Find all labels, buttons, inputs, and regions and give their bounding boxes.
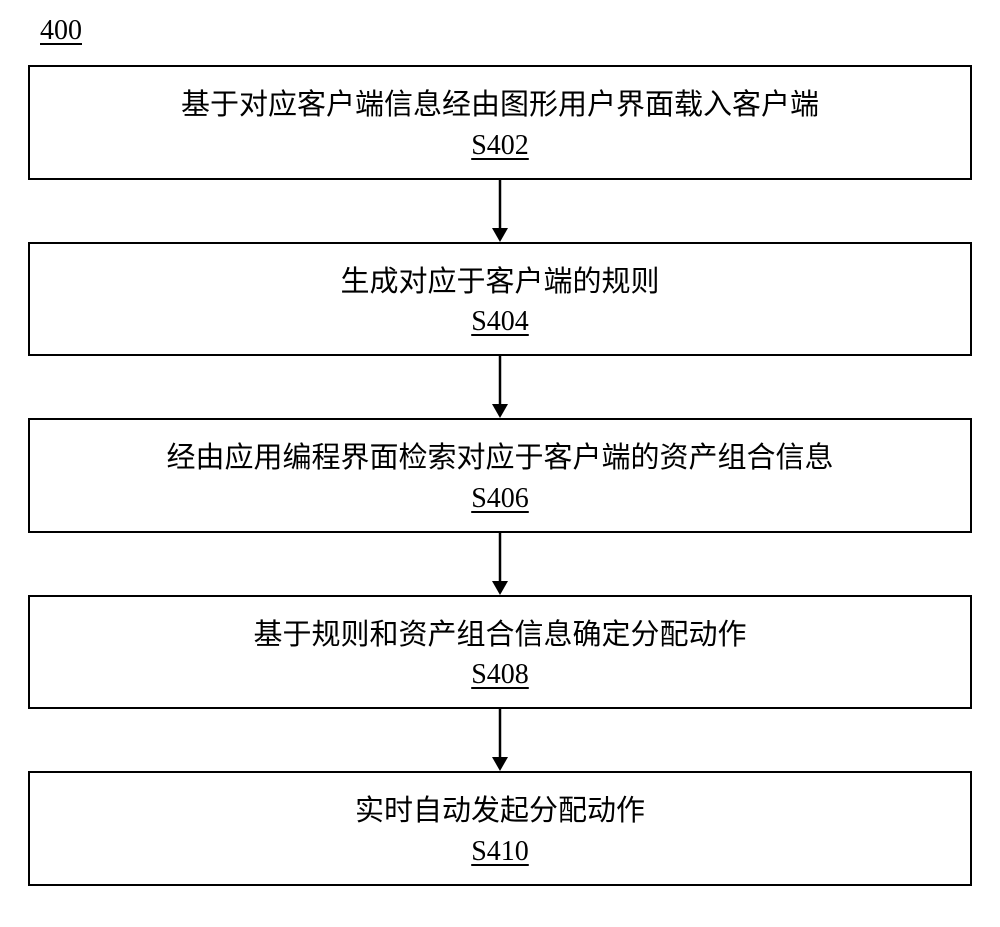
flow-arrow	[28, 709, 972, 771]
flow-step-s408: 基于规则和资产组合信息确定分配动作S408	[28, 595, 972, 710]
flow-step-number: S408	[40, 659, 960, 691]
flow-step-s406: 经由应用编程界面检索对应于客户端的资产组合信息 S406	[28, 418, 972, 533]
flow-step-s404: 生成对应于客户端的规则S404	[28, 242, 972, 357]
flow-step-number: S402	[40, 130, 960, 162]
flowchart-container: 400 基于对应客户端信息经由图形用户界面载入客户端 S402 生成对应于客户端的规…	[28, 15, 972, 886]
flow-step-number: S406	[40, 483, 960, 515]
flow-step-title: 基于规则和资产组合信息确定分配动作	[40, 615, 960, 656]
flow-step-number: S404	[40, 306, 960, 338]
flow-arrow	[28, 356, 972, 418]
arrow-down-icon	[485, 709, 515, 771]
flow-arrow	[28, 533, 972, 595]
flow-step-title: 实时自动发起分配动作	[40, 791, 960, 832]
flow-step-s410: 实时自动发起分配动作 S410	[28, 771, 972, 886]
flow-step-title: 基于对应客户端信息经由图形用户界面载入客户端	[40, 85, 960, 126]
flow-arrow	[28, 180, 972, 242]
flow-step-title: 经由应用编程界面检索对应于客户端的资产组合信息	[40, 438, 960, 479]
flow-step-s402: 基于对应客户端信息经由图形用户界面载入客户端 S402	[28, 65, 972, 180]
arrow-down-icon	[485, 533, 515, 595]
figure-label: 400	[40, 15, 972, 47]
flow-step-title: 生成对应于客户端的规则	[40, 262, 960, 303]
flowchart-area: 基于对应客户端信息经由图形用户界面载入客户端S402生成对应于客户端的规则S40…	[28, 65, 972, 886]
flow-step-number: S410	[40, 836, 960, 868]
arrow-down-icon	[485, 180, 515, 242]
arrow-down-icon	[485, 356, 515, 418]
